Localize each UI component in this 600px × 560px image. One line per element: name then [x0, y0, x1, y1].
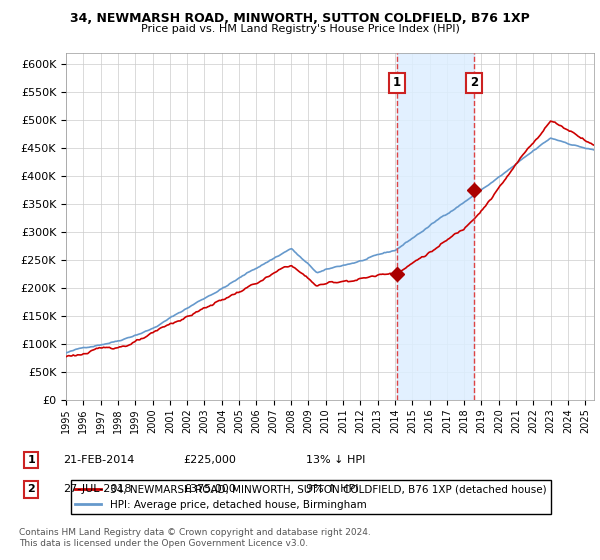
Text: 34, NEWMARSH ROAD, MINWORTH, SUTTON COLDFIELD, B76 1XP: 34, NEWMARSH ROAD, MINWORTH, SUTTON COLD…	[70, 12, 530, 25]
Text: 9% ↑ HPI: 9% ↑ HPI	[306, 484, 359, 494]
Text: 27-JUL-2018: 27-JUL-2018	[63, 484, 131, 494]
Bar	[397, 53, 474, 400]
Text: 2: 2	[28, 484, 35, 494]
Text: 1: 1	[393, 76, 401, 89]
Text: £375,000: £375,000	[183, 484, 236, 494]
Text: Price paid vs. HM Land Registry's House Price Index (HPI): Price paid vs. HM Land Registry's House …	[140, 24, 460, 34]
Text: 1: 1	[28, 455, 35, 465]
Text: 21-FEB-2014: 21-FEB-2014	[63, 455, 134, 465]
Text: Contains HM Land Registry data © Crown copyright and database right 2024.
This d: Contains HM Land Registry data © Crown c…	[19, 528, 371, 548]
Text: 13% ↓ HPI: 13% ↓ HPI	[306, 455, 365, 465]
Text: 2: 2	[470, 76, 478, 89]
Legend: 34, NEWMARSH ROAD, MINWORTH, SUTTON COLDFIELD, B76 1XP (detached house), HPI: Av: 34, NEWMARSH ROAD, MINWORTH, SUTTON COLD…	[71, 480, 551, 514]
Text: £225,000: £225,000	[183, 455, 236, 465]
